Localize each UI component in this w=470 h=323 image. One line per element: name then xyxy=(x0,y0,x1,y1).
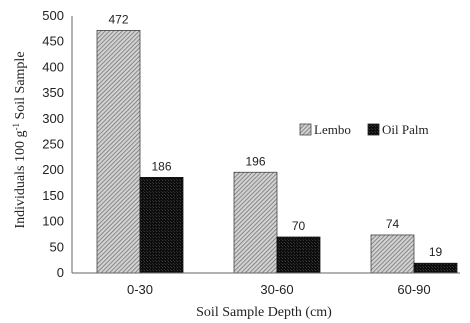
y-axis-tick-labels: 0 50 100 150 200 250 300 350 400 450 500 xyxy=(42,8,64,280)
bars-group xyxy=(96,29,458,274)
y-axis-title-main: Individuals 100 g xyxy=(13,131,28,229)
y-tick-label: 200 xyxy=(42,162,64,177)
data-label: 19 xyxy=(429,245,443,259)
data-label: 196 xyxy=(245,154,265,168)
y-axis-title-rest: Soil Sample xyxy=(13,51,28,123)
x-tick-label: 30-60 xyxy=(260,282,293,297)
bar-oil-palm-0-30 xyxy=(139,176,184,274)
y-tick-label: 300 xyxy=(42,111,64,126)
x-tick-label: 60-90 xyxy=(397,282,430,297)
y-tick-label: 100 xyxy=(42,214,64,229)
bar-oil-palm-60-90 xyxy=(413,262,458,274)
y-tick-label: 350 xyxy=(42,85,64,100)
data-label: 472 xyxy=(108,12,128,26)
legend-label-lembo: Lembo xyxy=(314,122,351,137)
y-tick-label: 250 xyxy=(42,137,64,152)
legend: Lembo Oil Palm xyxy=(299,122,429,137)
y-tick-label: 450 xyxy=(42,34,64,49)
bar-lembo-0-30 xyxy=(96,29,141,274)
y-axis-title-superscript: -1 xyxy=(11,123,21,131)
bar-lembo-30-60 xyxy=(233,171,278,274)
bar-lembo-60-90 xyxy=(370,234,415,274)
bar-oil-palm-30-60 xyxy=(276,236,321,274)
y-tick-label: 400 xyxy=(42,59,64,74)
legend-label-oil-palm: Oil Palm xyxy=(382,122,429,137)
legend-swatch-lembo xyxy=(299,123,312,136)
data-label: 186 xyxy=(151,159,171,173)
x-axis-title: Soil Sample Depth (cm) xyxy=(196,305,332,320)
y-axis-title: Individuals 100 g-1 Soil Sample xyxy=(11,51,28,228)
y-tick-label: 50 xyxy=(50,239,64,254)
y-tick-label: 0 xyxy=(57,265,64,280)
data-labels-group: 472 186 196 70 74 19 xyxy=(108,12,442,259)
data-label: 74 xyxy=(386,217,400,231)
data-label: 70 xyxy=(292,219,306,233)
y-tick-label: 500 xyxy=(42,8,64,23)
legend-swatch-oil-palm xyxy=(367,123,380,136)
x-tick-label: 0-30 xyxy=(127,282,153,297)
x-axis-tick-labels: 0-30 30-60 60-90 xyxy=(127,282,431,297)
y-tick-label: 150 xyxy=(42,188,64,203)
